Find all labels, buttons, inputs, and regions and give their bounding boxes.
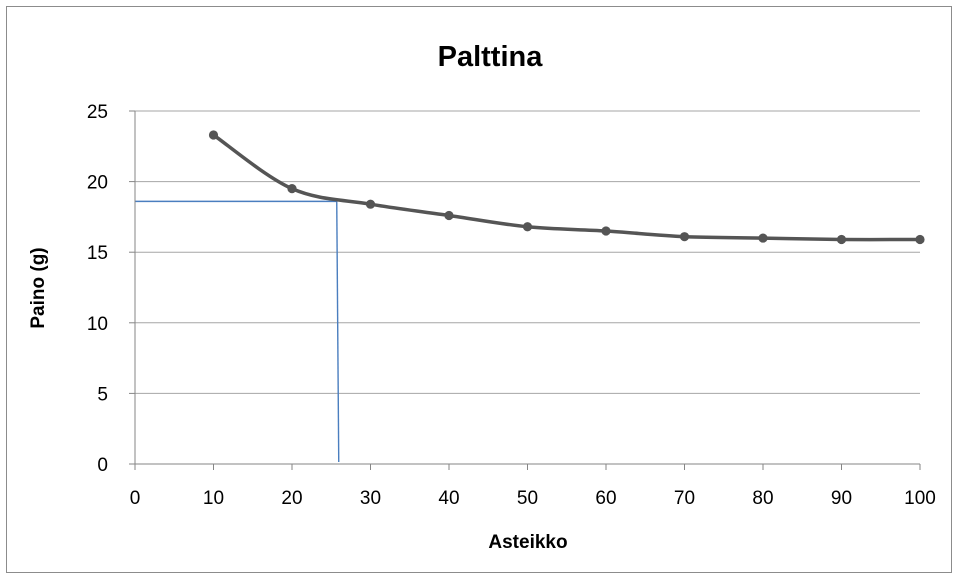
guide-vertical-line: [336, 201, 340, 463]
x-tick-label: 40: [438, 488, 459, 509]
x-tick-label: 30: [360, 488, 381, 509]
x-tick-label: 50: [517, 488, 538, 509]
x-tick-labels: 0 10 20 30 40 50 60 70 80 90 100: [130, 488, 936, 509]
data-point: [758, 233, 768, 243]
y-tick-label: 0: [97, 455, 108, 476]
x-tick-label: 10: [203, 488, 224, 509]
x-tick-label: 80: [752, 488, 773, 509]
data-point: [365, 199, 376, 209]
y-tick-labels: 0 5 10 15 20 25: [87, 102, 108, 476]
data-point: [287, 184, 297, 194]
y-tick-label: 15: [87, 243, 108, 264]
x-axis-label: Asteikko: [488, 532, 567, 553]
data-point: [601, 226, 611, 236]
y-tick-label: 20: [87, 173, 108, 194]
reading-guide-lines: [135, 200, 340, 463]
data-point: [522, 222, 533, 232]
x-tick-label: 60: [595, 488, 616, 509]
gridlines: [135, 110, 920, 394]
series: [208, 130, 925, 245]
y-axis-label: Paino (g): [28, 247, 49, 328]
x-tick-label: 70: [674, 488, 695, 509]
data-point: [836, 234, 847, 245]
data-point: [915, 234, 925, 245]
x-tick-label: 90: [831, 488, 852, 509]
data-point: [679, 232, 690, 242]
chart-title: Palttina: [438, 41, 544, 73]
axes: [129, 110, 921, 470]
chart-frame: [6, 6, 952, 573]
series-line: [212, 133, 921, 242]
x-tick-label: 100: [904, 488, 936, 509]
y-tick-label: 5: [97, 384, 108, 405]
x-tick-label: 0: [130, 488, 141, 509]
data-point: [208, 130, 219, 140]
x-tick-label: 20: [281, 488, 302, 509]
y-tick-label: 25: [87, 102, 108, 123]
data-point: [444, 210, 454, 221]
y-tick-label: 10: [87, 314, 108, 335]
